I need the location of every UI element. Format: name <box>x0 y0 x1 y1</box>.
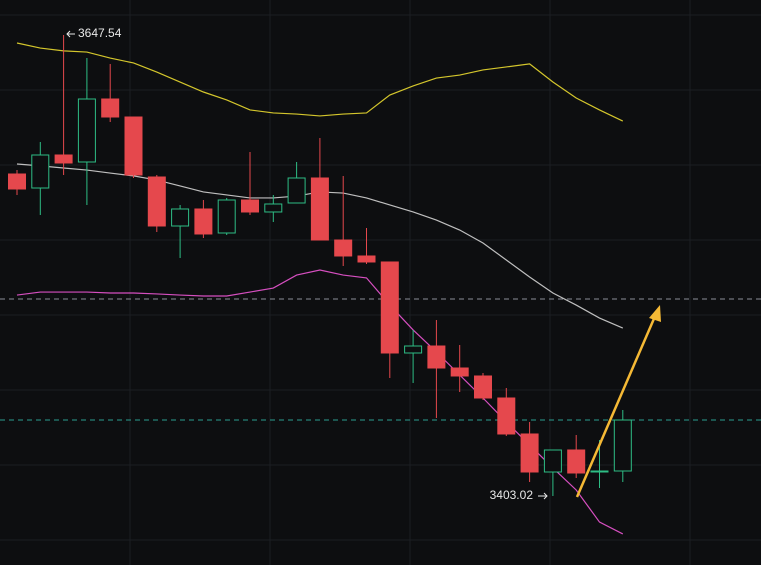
high-label: 3647.54 <box>78 26 122 40</box>
candle-body <box>404 345 423 354</box>
candle-body <box>543 449 562 473</box>
candle-body <box>310 177 329 241</box>
candle-body <box>77 98 96 163</box>
label-pointer <box>66 30 71 38</box>
label-pointer <box>543 492 548 500</box>
candle-body <box>171 208 190 227</box>
candle-body <box>613 419 632 472</box>
candle-body <box>241 199 259 213</box>
candle-body <box>194 208 213 235</box>
candle-body <box>427 345 446 369</box>
candle-body <box>567 449 586 474</box>
candle-body <box>590 470 609 473</box>
candle-body <box>217 199 236 234</box>
candle-body <box>357 255 376 263</box>
candle-body <box>287 177 306 204</box>
candle-body <box>101 98 120 118</box>
candle-body <box>54 154 73 164</box>
candle-body <box>380 261 399 354</box>
low-label: 3403.02 <box>490 488 534 502</box>
candle-body <box>31 154 50 189</box>
candle-body <box>124 116 143 176</box>
trend-arrow <box>575 305 661 498</box>
candle-body <box>264 203 283 213</box>
plot <box>0 34 761 535</box>
candle-body <box>147 176 166 227</box>
candle-body <box>334 239 353 257</box>
band-line <box>16 42 624 122</box>
candle-body <box>450 367 469 377</box>
candle-body <box>520 433 539 473</box>
candle-body <box>474 375 492 399</box>
candle-body <box>497 397 516 435</box>
candle-body <box>8 173 26 190</box>
